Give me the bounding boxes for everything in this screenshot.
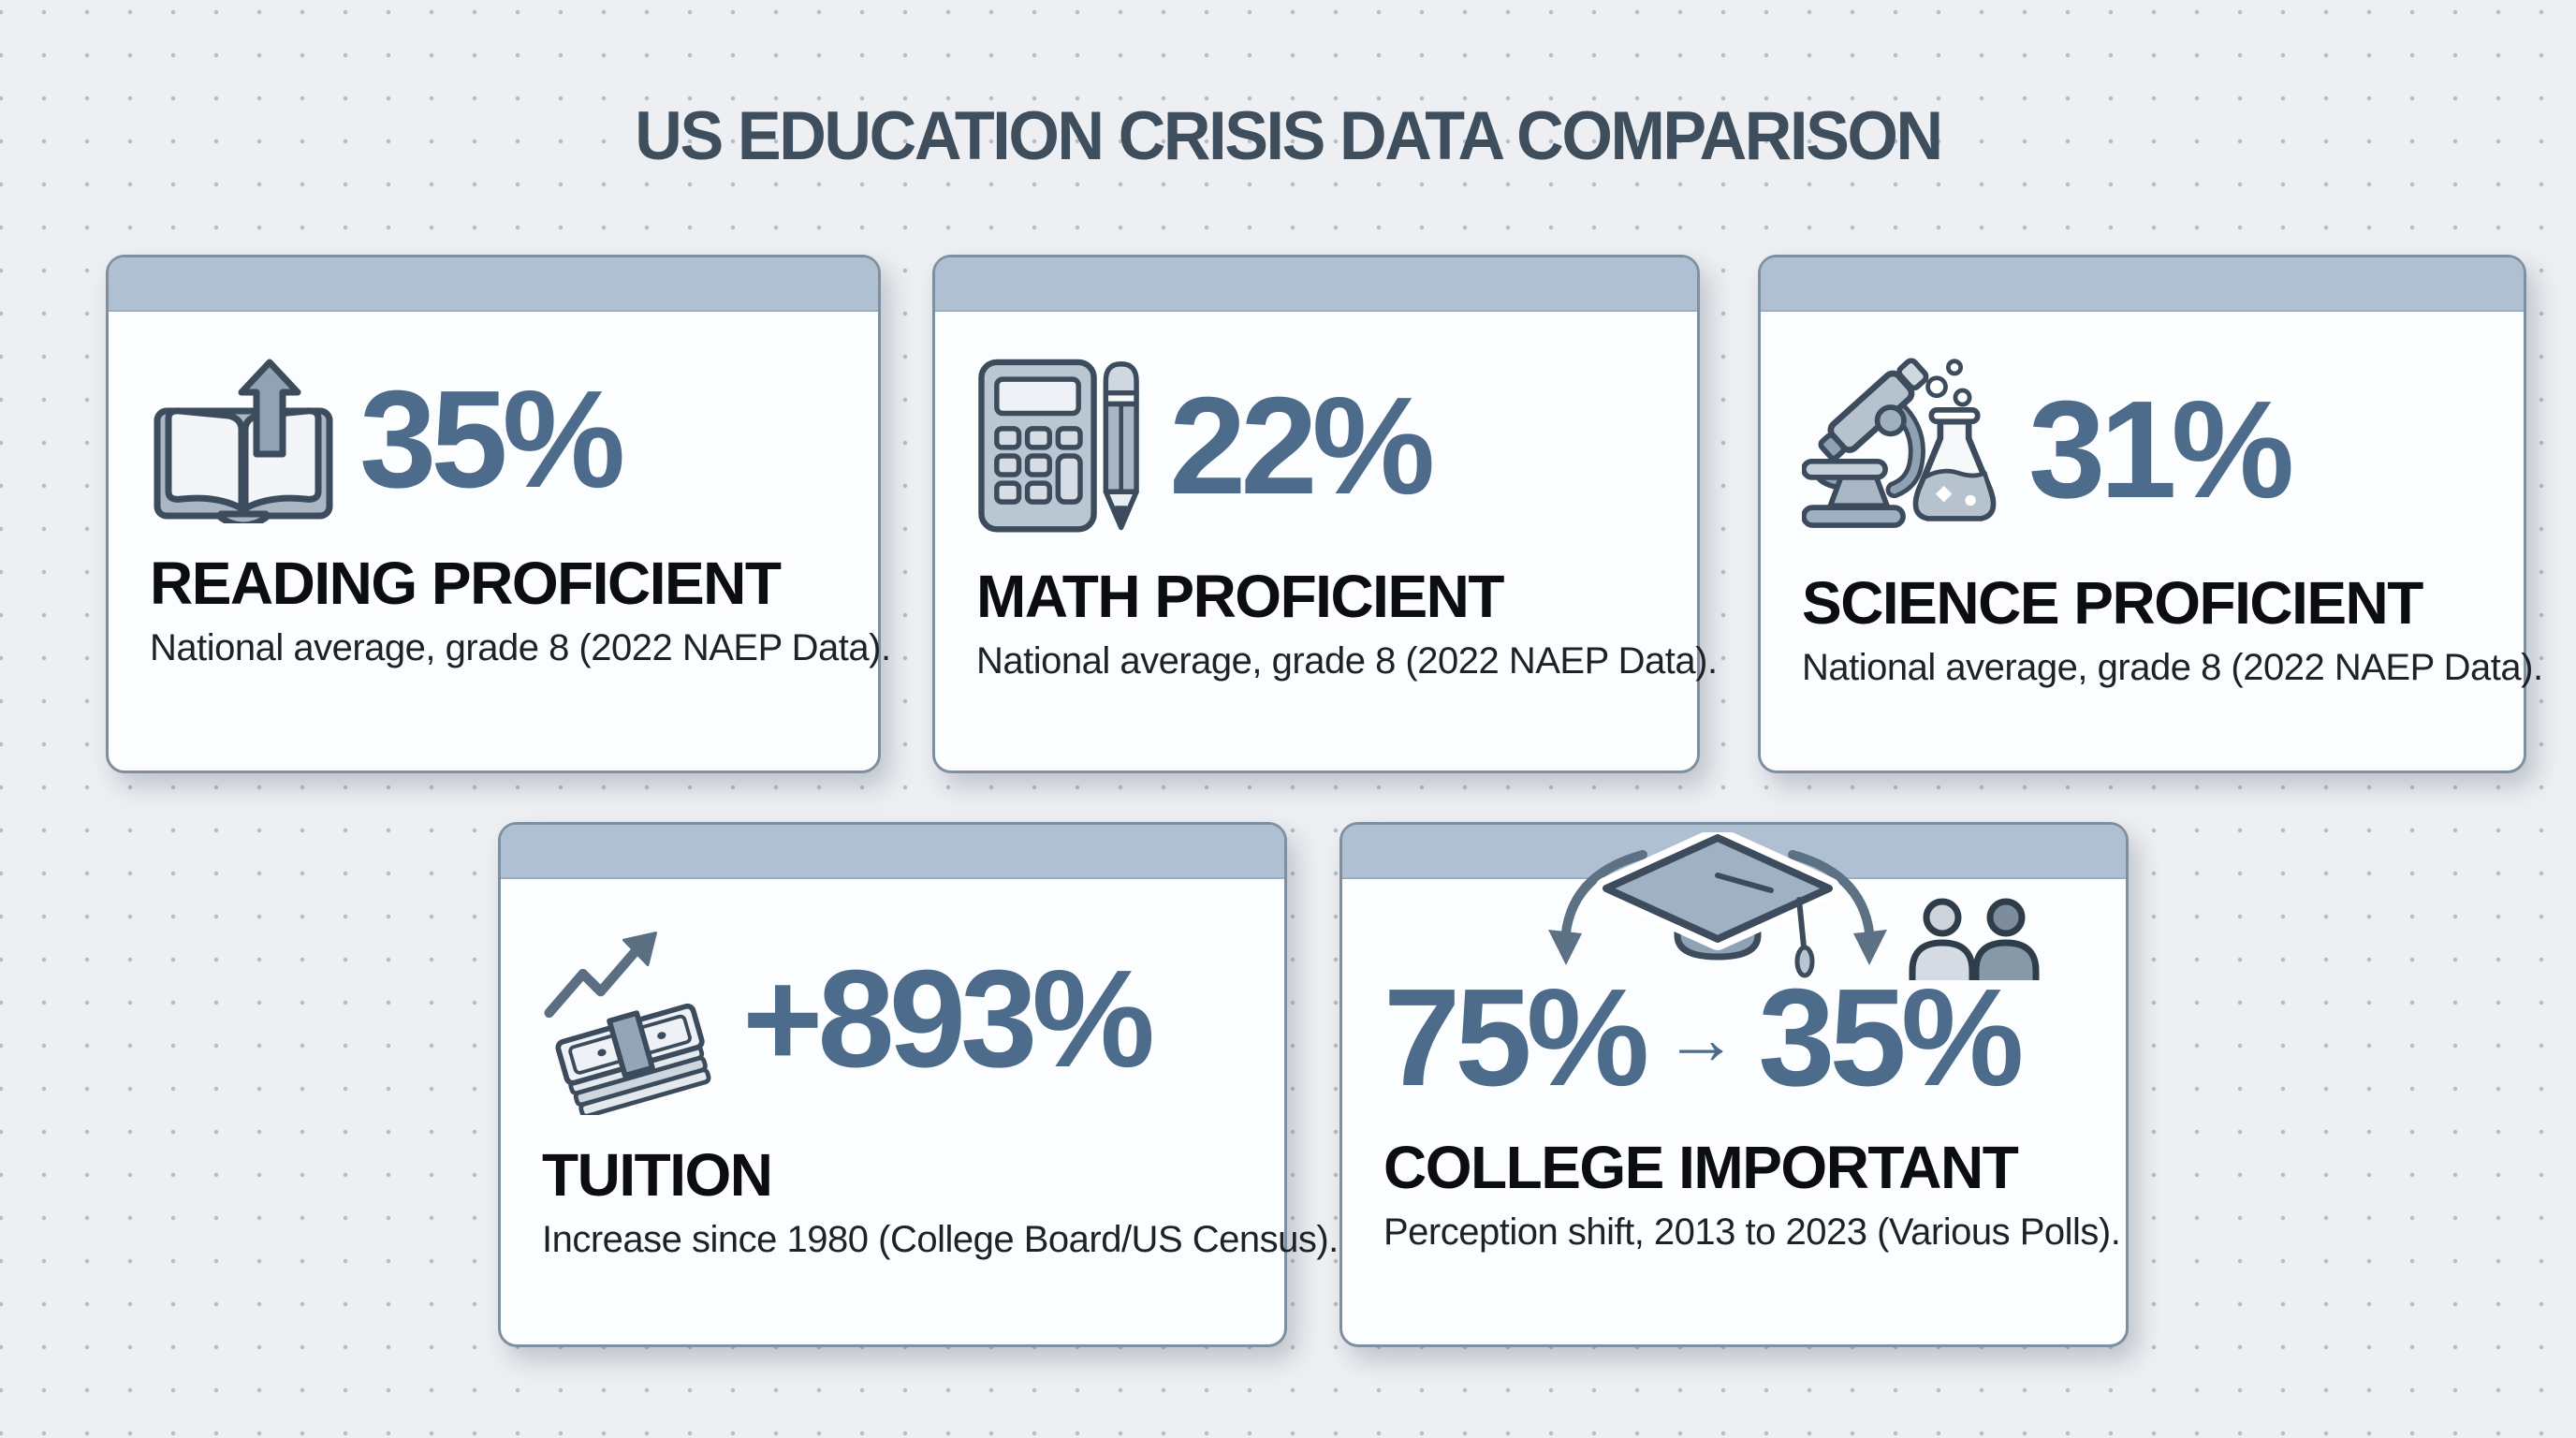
graduation-cap-shift-decoration: [1548, 832, 1887, 978]
stat-shift-row: 75% → 35%: [1383, 969, 2100, 1108]
stat-row: 22%: [976, 357, 1671, 536]
card-source: National average, grade 8 (2022 NAEP Dat…: [1802, 647, 2543, 688]
stat-value: 35%: [359, 362, 625, 517]
card-body: 22% MATH PROFICIENT National average, gr…: [935, 312, 1718, 770]
card-science: 31% SCIENCE PROFICIENT National average,…: [1758, 255, 2543, 773]
stat-value: 22%: [1169, 369, 1435, 523]
page-title: US EDUCATION CRISIS DATA COMPARISON: [635, 98, 1943, 174]
stat-row: 35%: [150, 357, 852, 523]
card-header-strip: [1761, 257, 2524, 312]
card-source: National average, grade 8 (2022 NAEP Dat…: [150, 627, 891, 668]
card-body: 31% SCIENCE PROFICIENT National average,…: [1761, 312, 2543, 770]
card-body: 75% → 35% COLLEGE IMPORTANT Perception s…: [1342, 879, 2126, 1344]
calculator-pencil-icon: [978, 359, 1139, 533]
card-label: TUITION: [542, 1141, 773, 1209]
card-source: National average, grade 8 (2022 NAEP Dat…: [976, 640, 1718, 682]
stat-value-from: 75%: [1383, 961, 1649, 1115]
card-source: Increase since 1980 (College Board/US Ce…: [542, 1219, 1339, 1260]
card-header-strip: [109, 257, 878, 312]
money-stack-growth-icon: [544, 932, 711, 1115]
card-body: 35% READING PROFICIENT National average,…: [109, 312, 891, 770]
stat-value: +893%: [742, 942, 1155, 1096]
stat-row: 31%: [1802, 357, 2497, 543]
card-label: COLLEGE IMPORTANT: [1383, 1134, 2019, 1201]
card-tuition: +893% TUITION Increase since 1980 (Colle…: [498, 822, 1339, 1347]
card-label: MATH PROFICIENT: [976, 563, 1504, 630]
stat-row: +893%: [542, 924, 1258, 1115]
card-source: Perception shift, 2013 to 2023 (Various …: [1383, 1211, 2121, 1253]
curved-arrow-right-icon: [1788, 850, 1887, 965]
card-header-strip: [501, 825, 1284, 879]
card-header-strip: [935, 257, 1697, 312]
card-body: +893% TUITION Increase since 1980 (Colle…: [501, 879, 1339, 1344]
curved-arrow-left-icon: [1548, 850, 1647, 965]
card-math: 22% MATH PROFICIENT National average, gr…: [932, 255, 1718, 773]
graduation-cap-icon: [1595, 832, 1840, 978]
book-up-arrow-icon: [154, 359, 333, 523]
stat-value-to: 35%: [1758, 961, 2024, 1115]
right-arrow-glyph: →: [1664, 997, 1738, 1079]
card-college: 75% → 35% COLLEGE IMPORTANT Perception s…: [1339, 822, 2129, 1347]
card-reading: 35% READING PROFICIENT National average,…: [106, 255, 891, 773]
card-label: SCIENCE PROFICIENT: [1802, 569, 2423, 637]
stat-value: 31%: [2028, 372, 2294, 527]
card-label: READING PROFICIENT: [150, 550, 782, 617]
microscope-flask-icon: [1802, 358, 1997, 528]
people-icon: [1909, 898, 2040, 980]
